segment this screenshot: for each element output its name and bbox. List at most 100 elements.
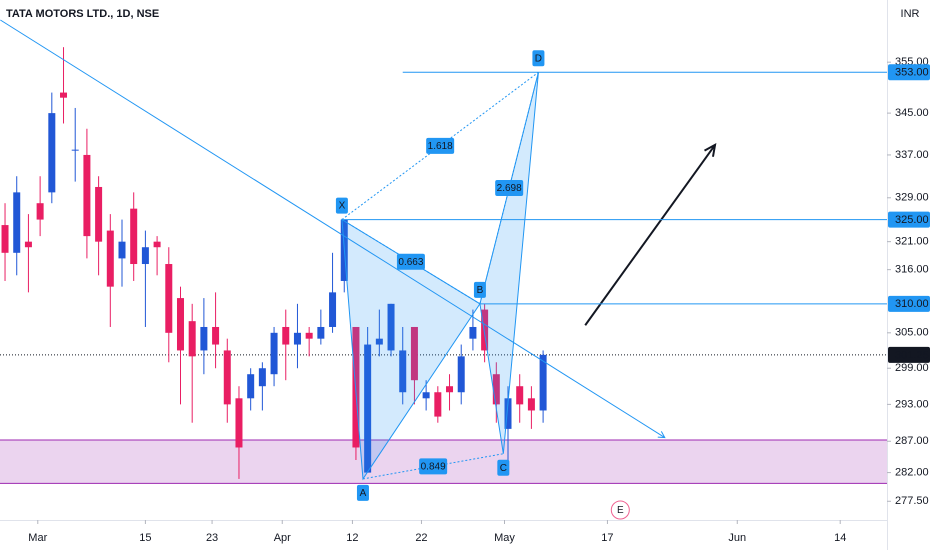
x-tick-label: Apr — [274, 532, 291, 544]
x-tick-label: 14 — [834, 532, 846, 544]
arrow-head — [704, 143, 717, 157]
chart-title: TATA MOTORS LTD., 1D, NSE — [6, 8, 159, 20]
candle-body — [235, 398, 243, 448]
candle-body — [270, 332, 278, 375]
candle-body — [492, 374, 500, 405]
candle-body — [130, 208, 138, 265]
ratio-box — [396, 253, 425, 270]
candle-body — [24, 241, 32, 248]
arrow-line — [584, 144, 716, 326]
y-tick-label: 316.00 — [895, 264, 929, 276]
ratio-box — [495, 180, 524, 197]
pattern-point-label: B — [477, 285, 484, 296]
candle-body — [293, 332, 301, 345]
x-tick-label: Jun — [728, 532, 746, 544]
y-tick-label: 277.50 — [895, 495, 929, 507]
x-tick-label: 12 — [346, 532, 358, 544]
candle-body — [1, 225, 9, 253]
candle-body — [504, 398, 512, 429]
candle-body — [13, 192, 21, 253]
y-tick-label: 329.00 — [895, 192, 929, 204]
event-marker — [610, 500, 630, 520]
candle-body — [481, 309, 489, 351]
candle-body — [188, 321, 196, 357]
candle-body — [329, 292, 337, 327]
candle-body — [375, 338, 383, 345]
candle-body — [446, 386, 454, 393]
candle-body — [410, 326, 418, 381]
last-price-label: 301.25 — [895, 349, 929, 361]
y-tick-label: 282.00 — [895, 466, 929, 478]
overlay-layer: 1.618 0.663 2.698 0.849 X A B C D 353.00 325.00 310… — [0, 19, 930, 520]
y-tick-label: 305.00 — [895, 327, 929, 339]
y-tick-label: 293.00 — [895, 398, 929, 410]
candle-body — [282, 326, 290, 345]
y-tick-label: 299.00 — [895, 362, 929, 374]
currency-label: INR — [901, 8, 920, 20]
x-tick-label: Mar — [28, 532, 47, 544]
level-label: 325.00 — [895, 214, 929, 226]
ratio-label: 2.698 — [497, 183, 522, 194]
candle-body — [141, 247, 149, 265]
pattern-point-box — [356, 484, 369, 501]
candle-body — [469, 326, 477, 339]
y-tick-label: 345.00 — [895, 107, 929, 119]
pattern-point-box — [473, 281, 486, 298]
x-tick-label: 22 — [415, 532, 427, 544]
trendline-arrowhead — [657, 431, 666, 439]
pattern-point-box — [497, 459, 510, 476]
candle-body — [387, 303, 395, 351]
ratio-box — [419, 458, 448, 475]
last-price-label-box — [888, 346, 930, 363]
candle-body — [176, 298, 184, 351]
pattern-point-label: D — [535, 53, 542, 64]
candle-body — [399, 350, 407, 393]
x-tick-label: 17 — [601, 532, 613, 544]
candle-body — [317, 326, 325, 339]
pattern-point-label: A — [360, 488, 367, 499]
candle-body — [83, 154, 91, 237]
pattern-point-label: C — [500, 463, 507, 474]
y-tick-label: 355.00 — [895, 56, 929, 68]
ratio-label: 0.663 — [398, 257, 423, 268]
level-label: 353.00 — [895, 67, 929, 79]
candle-body — [71, 149, 79, 151]
ratio-box — [426, 137, 455, 154]
level-label-box — [888, 64, 930, 81]
main-layer: 277.50 282.00 287.00 293.00 299.00 305.00 316.… — [1, 47, 929, 544]
candle-body — [305, 332, 313, 339]
y-tick-label: 287.00 — [895, 435, 929, 447]
candle-body — [200, 326, 208, 351]
pattern-ratio-line — [341, 71, 539, 220]
candle-body — [434, 392, 442, 417]
pattern-point-box — [335, 197, 348, 214]
pattern-point-box — [532, 50, 545, 67]
candle-body — [258, 368, 266, 387]
candle-body — [422, 392, 430, 399]
candle-body — [118, 241, 126, 259]
event-label: E — [617, 505, 624, 516]
level-label: 310.00 — [895, 298, 929, 310]
x-tick-label: 23 — [206, 532, 218, 544]
candle-body — [527, 398, 535, 411]
pattern-point-label: X — [339, 201, 346, 212]
candle-body — [60, 92, 68, 98]
ratio-label: 0.849 — [421, 461, 446, 472]
x-tick-label: May — [494, 532, 515, 544]
ratio-label: 1.618 — [428, 141, 453, 152]
candle-body — [36, 203, 44, 220]
candle-body — [212, 326, 220, 345]
candle-body — [165, 264, 173, 333]
candle-body — [457, 356, 465, 393]
y-tick-label: 337.00 — [895, 149, 929, 161]
level-label-box — [888, 295, 930, 312]
candle-body — [95, 186, 103, 242]
candle-body — [539, 354, 547, 411]
level-label-box — [888, 211, 930, 228]
candle-body — [247, 374, 255, 399]
candle-body — [364, 344, 372, 473]
candle-body — [223, 350, 231, 405]
candle-body — [516, 386, 524, 405]
